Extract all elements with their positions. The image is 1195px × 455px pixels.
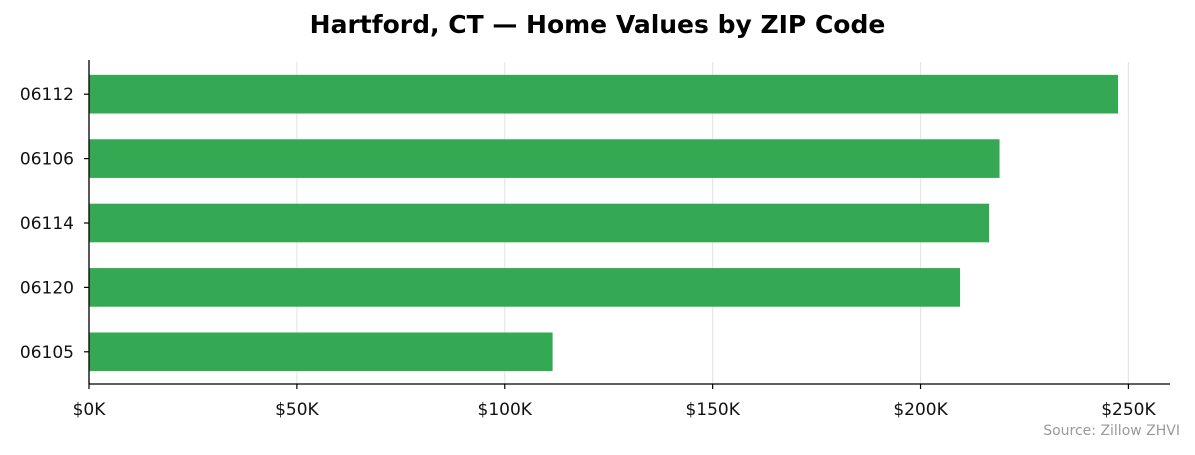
x-tick-label: $250K xyxy=(1101,400,1156,420)
x-tick-label: $100K xyxy=(478,400,533,420)
y-tick-label: 06112 xyxy=(20,85,74,105)
y-tick-label: 06120 xyxy=(20,278,74,298)
bars xyxy=(89,74,1119,372)
bar-06120 xyxy=(89,268,961,307)
bar-06106 xyxy=(89,139,1000,178)
x-tick-label: $0K xyxy=(73,400,107,420)
bar-06112 xyxy=(89,74,1119,114)
chart-title: Hartford, CT — Home Values by ZIP Code xyxy=(309,10,886,39)
x-tick-label: $50K xyxy=(275,400,319,420)
source-note: Source: Zillow ZHVI xyxy=(1043,423,1180,439)
y-tick-label: 06106 xyxy=(20,150,74,170)
bar-06114 xyxy=(89,203,990,243)
axes: 06112 06106 06114 06120 06105 $0K $50K $100K $15… xyxy=(20,60,1170,420)
y-tick-label: 06114 xyxy=(20,214,74,234)
y-tick-label: 06105 xyxy=(20,343,74,363)
x-tick-label: $200K xyxy=(893,400,948,420)
bar-06105 xyxy=(89,332,553,372)
x-tick-label: $150K xyxy=(685,400,740,420)
